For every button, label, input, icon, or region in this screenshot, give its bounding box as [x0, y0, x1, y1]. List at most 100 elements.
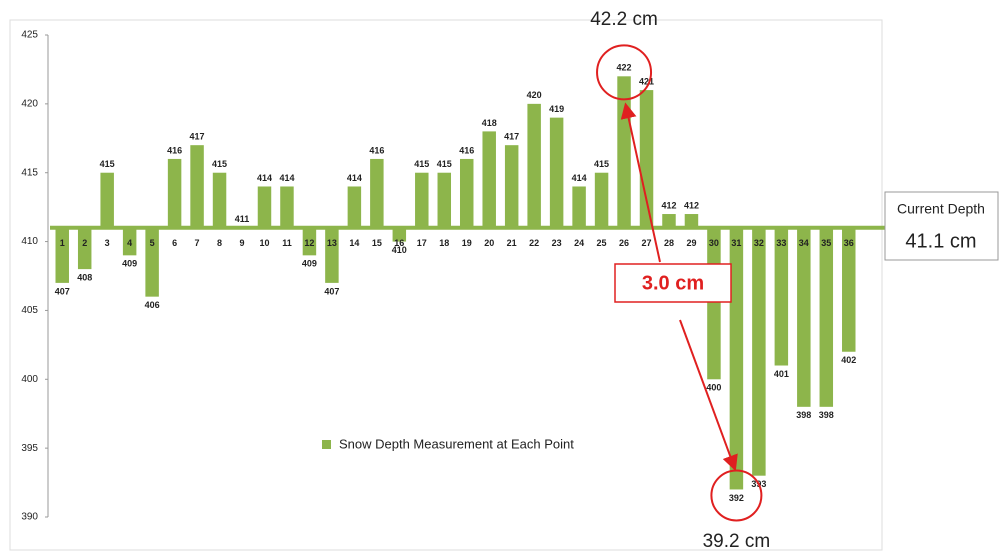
- data-label: 414: [257, 173, 272, 183]
- x-tick-label: 30: [709, 238, 719, 248]
- data-label: 407: [55, 286, 70, 296]
- data-label: 415: [414, 159, 429, 169]
- data-label: 398: [819, 410, 834, 420]
- bar: [549, 117, 564, 228]
- x-tick-label: 5: [150, 238, 155, 248]
- data-label: 414: [347, 173, 362, 183]
- data-label: 420: [527, 90, 542, 100]
- bar: [145, 227, 159, 297]
- x-tick-label: 4: [127, 238, 132, 248]
- x-tick-label: 33: [776, 238, 786, 248]
- y-tick-label: 410: [21, 236, 38, 247]
- bar: [684, 214, 699, 228]
- x-tick-label: 26: [619, 238, 629, 248]
- y-tick-label: 425: [21, 30, 38, 41]
- max-annotation: 42.2 cm: [590, 9, 658, 30]
- x-tick-label: 9: [240, 238, 245, 248]
- x-tick-label: 10: [259, 238, 269, 248]
- data-label: 409: [302, 259, 317, 269]
- bar: [77, 227, 92, 270]
- data-label: 414: [572, 173, 587, 183]
- y-tick-label: 405: [21, 305, 38, 316]
- bar: [325, 227, 339, 283]
- data-label: 416: [459, 145, 474, 155]
- bar: [190, 145, 204, 228]
- x-tick-label: 34: [799, 238, 809, 248]
- data-label: 415: [100, 159, 115, 169]
- x-tick-label: 36: [844, 238, 854, 248]
- x-tick-label: 25: [597, 238, 607, 248]
- legend-label: Snow Depth Measurement at Each Point: [339, 436, 574, 451]
- bar: [370, 158, 384, 228]
- data-label: 416: [167, 145, 182, 155]
- x-tick-label: 17: [417, 238, 427, 248]
- bar: [707, 227, 721, 380]
- x-tick-label: 1: [60, 238, 65, 248]
- y-tick-label: 420: [21, 98, 38, 109]
- bar: [100, 172, 114, 228]
- data-label: 415: [594, 159, 609, 169]
- x-tick-label: 14: [349, 238, 359, 248]
- bar: [752, 227, 766, 476]
- data-label: 418: [482, 118, 497, 128]
- bar: [729, 227, 744, 490]
- highlight-circle: [596, 44, 653, 101]
- data-label: 407: [324, 286, 339, 296]
- legend-swatch: [322, 440, 331, 449]
- arrow: [620, 102, 661, 263]
- x-tick-label: 21: [507, 238, 517, 248]
- bar: [482, 131, 496, 228]
- x-tick-label: 24: [574, 238, 584, 248]
- bar: [167, 158, 182, 228]
- bar: [639, 90, 654, 228]
- bar: [662, 214, 676, 228]
- x-tick-label: 16: [394, 238, 404, 248]
- y-tick-label: 390: [21, 512, 38, 523]
- bar: [819, 227, 834, 407]
- x-tick-label: 13: [327, 238, 337, 248]
- bar: [774, 227, 789, 366]
- bar: [797, 227, 811, 407]
- bar: [504, 145, 519, 228]
- range-annotation: 3.0 cm: [642, 272, 704, 294]
- range-box: [614, 263, 732, 303]
- x-tick-label: 22: [529, 238, 539, 248]
- data-label: 408: [77, 272, 92, 282]
- chart-frame: [9, 19, 883, 551]
- bar: [302, 227, 317, 256]
- x-tick-label: 18: [439, 238, 449, 248]
- data-label: 412: [661, 200, 676, 210]
- data-label: 401: [774, 369, 789, 379]
- bar: [527, 103, 541, 228]
- x-tick-label: 8: [217, 238, 222, 248]
- bar: [55, 227, 69, 283]
- data-label: 406: [145, 300, 160, 310]
- x-tick-label: 3: [105, 238, 110, 248]
- bar: [122, 227, 137, 256]
- data-label: 398: [796, 410, 811, 420]
- current-label: Current Depth: [897, 201, 985, 217]
- data-label: 410: [392, 245, 407, 255]
- data-label: 422: [617, 63, 632, 73]
- x-tick-label: 20: [484, 238, 494, 248]
- x-tick-label: 2: [82, 238, 87, 248]
- data-label: 415: [212, 159, 227, 169]
- x-tick-label: 12: [304, 238, 314, 248]
- arrow: [679, 319, 738, 472]
- data-label: 415: [437, 159, 452, 169]
- x-tick-label: 19: [462, 238, 472, 248]
- data-label: 419: [549, 104, 564, 114]
- y-tick-label: 395: [21, 443, 38, 454]
- data-label: 402: [841, 355, 856, 365]
- bar: [392, 227, 407, 242]
- y-tick-label: 400: [21, 374, 38, 385]
- current-value: 41.1 cm: [905, 230, 976, 252]
- bar: [347, 186, 362, 228]
- current-box: [884, 191, 999, 261]
- bar: [257, 186, 272, 228]
- data-label: 416: [369, 145, 384, 155]
- bar: [212, 172, 227, 228]
- min-annotation: 39.2 cm: [703, 531, 771, 552]
- bar: [842, 227, 856, 352]
